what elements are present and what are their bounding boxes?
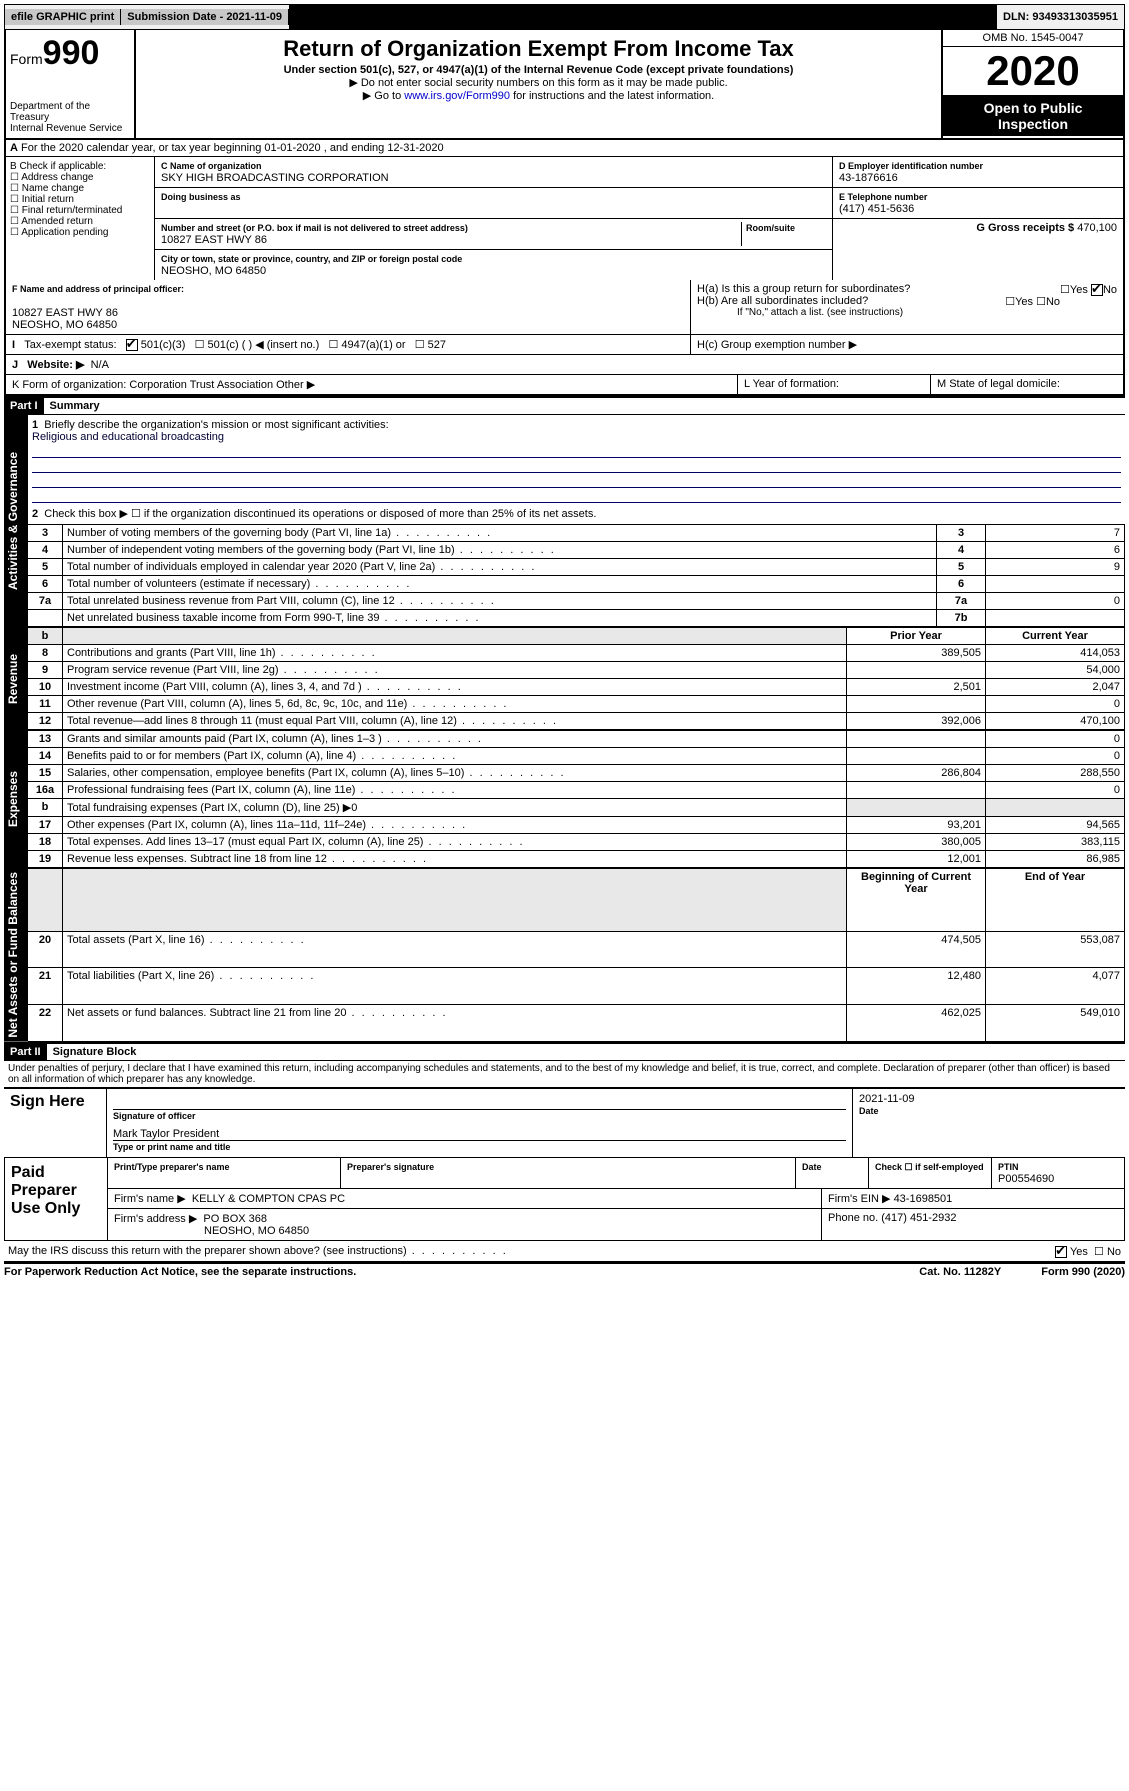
501c3-checkbox[interactable]	[126, 339, 138, 351]
org-name: SKY HIGH BROADCASTING CORPORATION	[161, 172, 389, 184]
form-number: Form990	[10, 34, 130, 73]
perjury-statement: Under penalties of perjury, I declare th…	[4, 1061, 1125, 1087]
part1-bar: Part I Summary	[4, 396, 1125, 415]
part2-bar: Part II Signature Block	[4, 1042, 1125, 1061]
subtitle-2: ▶ Do not enter social security numbers o…	[140, 76, 937, 89]
ptin: P00554690	[998, 1173, 1054, 1185]
box-c: C Name of organizationSKY HIGH BROADCAST…	[155, 157, 833, 280]
box-f: F Name and address of principal officer:…	[6, 280, 691, 334]
subtitle-3: ▶ Go to www.irs.gov/Form990 for instruct…	[140, 89, 937, 102]
governance-tab: Activities & Governance	[4, 415, 28, 627]
dln: DLN: 93493313035951	[997, 9, 1124, 25]
revenue-block: Revenue b Prior YearCurrent Year 8Contri…	[4, 627, 1125, 730]
sign-here-block: Sign Here Signature of officer Mark Tayl…	[4, 1087, 1125, 1158]
revenue-tab: Revenue	[4, 627, 28, 730]
efile-print-button[interactable]: efile GRAPHIC print	[5, 9, 121, 25]
tax-year: 2020	[943, 47, 1123, 96]
box-l: L Year of formation:	[738, 375, 931, 394]
mission-text: Religious and educational broadcasting	[32, 431, 224, 443]
box-j: J Website: ▶ N/A	[6, 355, 1123, 374]
box-k: K Form of organization: Corporation Trus…	[6, 375, 738, 394]
netassets-block: Net Assets or Fund Balances Beginning of…	[4, 868, 1125, 1042]
website: N/A	[91, 359, 109, 371]
ein: 43-1876616	[839, 172, 898, 184]
omb-number: OMB No. 1545-0047	[943, 30, 1123, 47]
discuss-row: May the IRS discuss this return with the…	[4, 1241, 1125, 1262]
box-h: H(a) Is this a group return for subordin…	[691, 280, 1123, 334]
open-to-public: Open to Public Inspection	[943, 96, 1123, 136]
box-defg: D Employer identification number43-18766…	[833, 157, 1123, 280]
entity-section: A For the 2020 calendar year, or tax yea…	[4, 140, 1125, 396]
netassets-tab: Net Assets or Fund Balances	[4, 868, 28, 1042]
form-header: Form990 Department of the Treasury Inter…	[4, 30, 1125, 140]
governance-block: Activities & Governance 1 Briefly descri…	[4, 415, 1125, 627]
telephone: (417) 451-5636	[839, 203, 914, 215]
discuss-yes-checkbox[interactable]	[1055, 1246, 1067, 1258]
footer: For Paperwork Reduction Act Notice, see …	[4, 1262, 1125, 1278]
dept-treasury: Department of the Treasury	[10, 101, 130, 123]
expenses-block: Expenses 13Grants and similar amounts pa…	[4, 730, 1125, 868]
spacer	[289, 5, 997, 29]
form-title: Return of Organization Exempt From Incom…	[142, 36, 935, 62]
org-city: NEOSHO, MO 64850	[161, 265, 266, 277]
top-bar: efile GRAPHIC print Submission Date - 20…	[4, 4, 1125, 30]
org-address: 10827 EAST HWY 86	[161, 234, 267, 246]
firm-phone: (417) 451-2932	[881, 1212, 956, 1224]
irs-label: Internal Revenue Service	[10, 123, 130, 134]
firm-name: KELLY & COMPTON CPAS PC	[192, 1193, 345, 1205]
paid-preparer-block: Paid Preparer Use Only Print/Type prepar…	[4, 1158, 1125, 1241]
firm-ein: 43-1698501	[894, 1193, 953, 1205]
sign-date: 2021-11-09	[859, 1093, 1119, 1105]
box-b: B Check if applicable: ☐ Address change …	[6, 157, 155, 280]
form990-link[interactable]: www.irs.gov/Form990	[404, 90, 510, 102]
submission-date: Submission Date - 2021-11-09	[121, 9, 289, 25]
gross-receipts: 470,100	[1077, 222, 1117, 234]
box-i: I Tax-exempt status: 501(c)(3) ☐ 501(c) …	[6, 335, 691, 354]
officer-name: Mark Taylor President	[113, 1128, 846, 1141]
subtitle-1: Under section 501(c), 527, or 4947(a)(1)…	[140, 64, 937, 76]
line-a: A For the 2020 calendar year, or tax yea…	[6, 140, 1123, 157]
box-hc: H(c) Group exemption number ▶	[691, 335, 1123, 354]
expenses-tab: Expenses	[4, 730, 28, 868]
box-m: M State of legal domicile:	[931, 375, 1123, 394]
